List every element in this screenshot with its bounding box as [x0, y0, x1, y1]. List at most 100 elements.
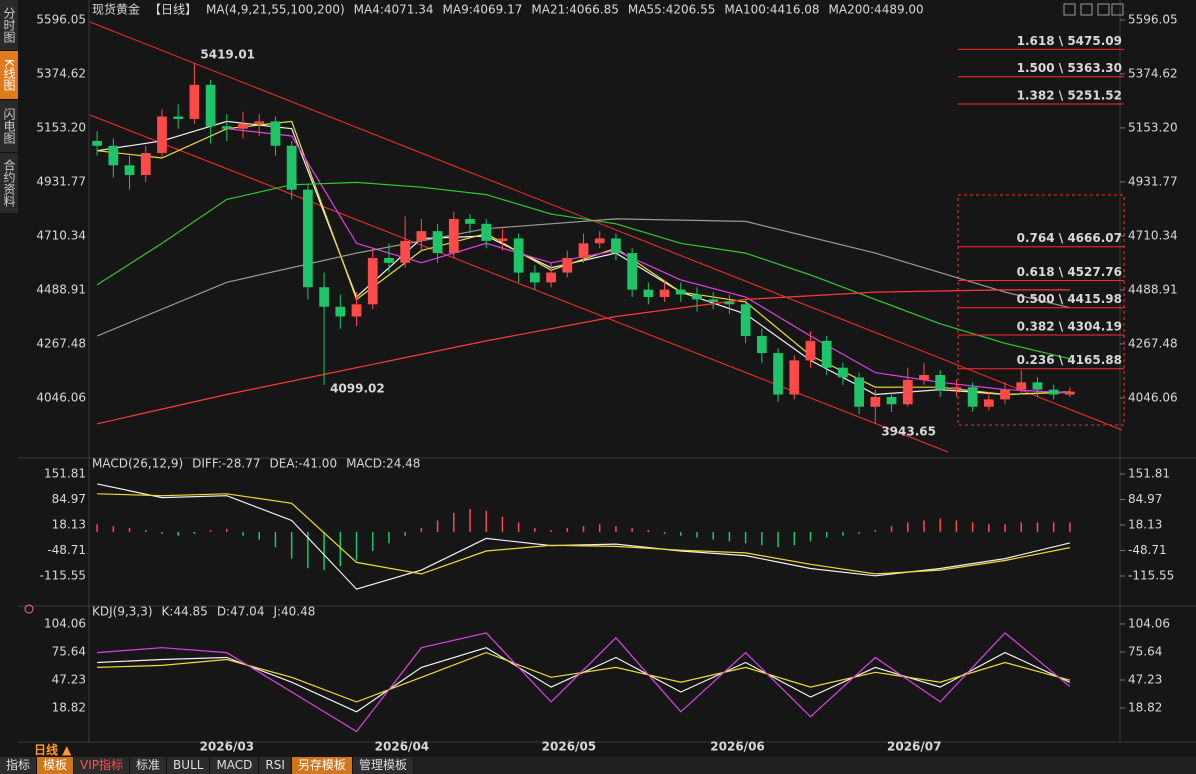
drawings: [89, 21, 1125, 453]
candle-body: [303, 189, 313, 288]
candle-body: [286, 145, 297, 190]
candle-body: [157, 116, 167, 154]
sidebar-tab[interactable]: 分时图: [0, 0, 18, 51]
candle-body: [497, 238, 508, 241]
toolbar-icons: [24, 3, 1124, 614]
fib-label: 1.618 \ 5475.09: [1017, 34, 1122, 48]
legend-entry: MA100:4416.08: [724, 3, 819, 17]
period-button[interactable]: 日线 ▲: [34, 743, 72, 757]
icon[interactable]: [1097, 3, 1110, 16]
candle-body: [611, 238, 621, 254]
candle-body: [562, 257, 573, 273]
fib-label: 0.618 \ 4527.76: [1017, 265, 1122, 279]
y-tick-label: 151.81: [1128, 467, 1170, 481]
toolbar-button[interactable]: 另存模板: [291, 757, 353, 774]
sidebar-tab[interactable]: K线图: [0, 51, 18, 100]
indicator-line: [96, 218, 1071, 337]
legend-entry: MA(4,9,21,55,100,200): [206, 3, 345, 17]
legend-entry: MA21:4066.85: [531, 3, 619, 17]
toolbar-button[interactable]: 指标: [0, 757, 38, 774]
icon[interactable]: [24, 604, 34, 614]
fib-label: 0.764 \ 4666.07: [1017, 231, 1122, 245]
y-tick-label: 4488.91: [1128, 282, 1178, 296]
candle-body: [254, 121, 265, 124]
legend-entry: K:44.85: [162, 605, 208, 619]
candle-body: [675, 289, 686, 295]
y-tick-label: 18.13: [1128, 518, 1162, 532]
x-tick-label: 2026/06: [710, 740, 764, 754]
legend-entry: MA9:4069.17: [443, 3, 523, 17]
y-tick-label: 4931.77: [36, 174, 86, 188]
y-tick-label: 4046.06: [1128, 390, 1178, 404]
price-annotation: 5419.01: [200, 48, 255, 62]
y-tick-label: 84.97: [52, 492, 86, 506]
y-tick-label: 4267.48: [1128, 336, 1178, 350]
candle-body: [400, 240, 411, 263]
candle-body: [773, 353, 783, 395]
sidebar-tab[interactable]: 合约资料: [0, 153, 18, 214]
candle-body: [432, 231, 443, 254]
candle-body: [1048, 389, 1059, 395]
candle-body: [789, 360, 800, 395]
y-tick-label: 104.06: [1128, 616, 1170, 630]
candle-body: [805, 340, 816, 361]
y-tick-label: 18.82: [52, 700, 86, 714]
candle-body: [643, 289, 654, 297]
y-tick-label: 4710.34: [1128, 228, 1178, 242]
icon[interactable]: [1111, 3, 1124, 16]
toolbar-button[interactable]: BULL: [167, 757, 211, 774]
candle-body: [189, 84, 200, 119]
fib-label: 1.382 \ 5251.52: [1017, 88, 1122, 102]
y-tick-label: 5596.05: [36, 12, 86, 26]
toolbar-button[interactable]: VIP指标: [74, 757, 131, 774]
candle-body: [270, 121, 281, 146]
toolbar-button[interactable]: 标准: [130, 757, 168, 774]
candle-body: [740, 304, 751, 336]
y-tick-label: 4710.34: [36, 228, 86, 242]
y-tick-label: 104.06: [44, 616, 86, 630]
candle-body: [92, 140, 102, 146]
candle-body: [1000, 389, 1010, 400]
legend-entry: 现货黄金: [92, 2, 140, 17]
indicator-line: [96, 181, 1071, 360]
toolbar-button[interactable]: 模板: [37, 757, 75, 774]
fib-label: 0.236 \ 4165.88: [1017, 353, 1122, 367]
candle-body: [838, 367, 848, 378]
legend-entry: DIFF:-28.77: [192, 457, 260, 471]
legend-entry: D:47.04: [217, 605, 265, 619]
y-tick-label: -48.71: [47, 543, 86, 557]
candle-body: [935, 375, 946, 390]
candle-body: [335, 306, 346, 317]
candle-body: [465, 218, 475, 224]
candle-body: [124, 165, 135, 176]
legend-entry: MA55:4206.55: [628, 3, 716, 17]
candle-body: [319, 287, 329, 307]
legend-entry: MACD(26,12,9): [92, 457, 183, 471]
candle-body: [692, 294, 702, 300]
y-tick-label: 84.97: [1128, 492, 1162, 506]
toolbar-button[interactable]: RSI: [259, 757, 292, 774]
y-tick-label: 4488.91: [36, 282, 86, 296]
legend-entry: MA200:4489.00: [829, 3, 924, 17]
candle-body: [1065, 391, 1075, 395]
toolbar-button[interactable]: 管理模板: [352, 757, 414, 774]
price-annotation: 3943.65: [881, 424, 936, 438]
candle-body: [886, 396, 897, 405]
icon[interactable]: [1080, 3, 1093, 16]
candle-body: [173, 116, 184, 119]
candle-body: [529, 272, 540, 283]
sidebar-tab[interactable]: 闪电图: [0, 100, 18, 153]
fib-label: 1.500 \ 5363.30: [1017, 61, 1122, 75]
candle-body: [205, 84, 216, 127]
legend-entry: KDJ(9,3,3): [92, 605, 153, 619]
fib-label: 0.382 \ 4304.19: [1017, 319, 1122, 333]
icon[interactable]: [1063, 3, 1076, 16]
toolbar-button[interactable]: MACD: [210, 757, 260, 774]
candle-body: [594, 238, 605, 244]
background: [0, 0, 1196, 757]
candle-body: [983, 399, 994, 407]
y-tick-label: 75.64: [52, 644, 86, 658]
x-tick-label: 2026/07: [887, 740, 941, 754]
y-tick-label: 4267.48: [36, 336, 86, 350]
